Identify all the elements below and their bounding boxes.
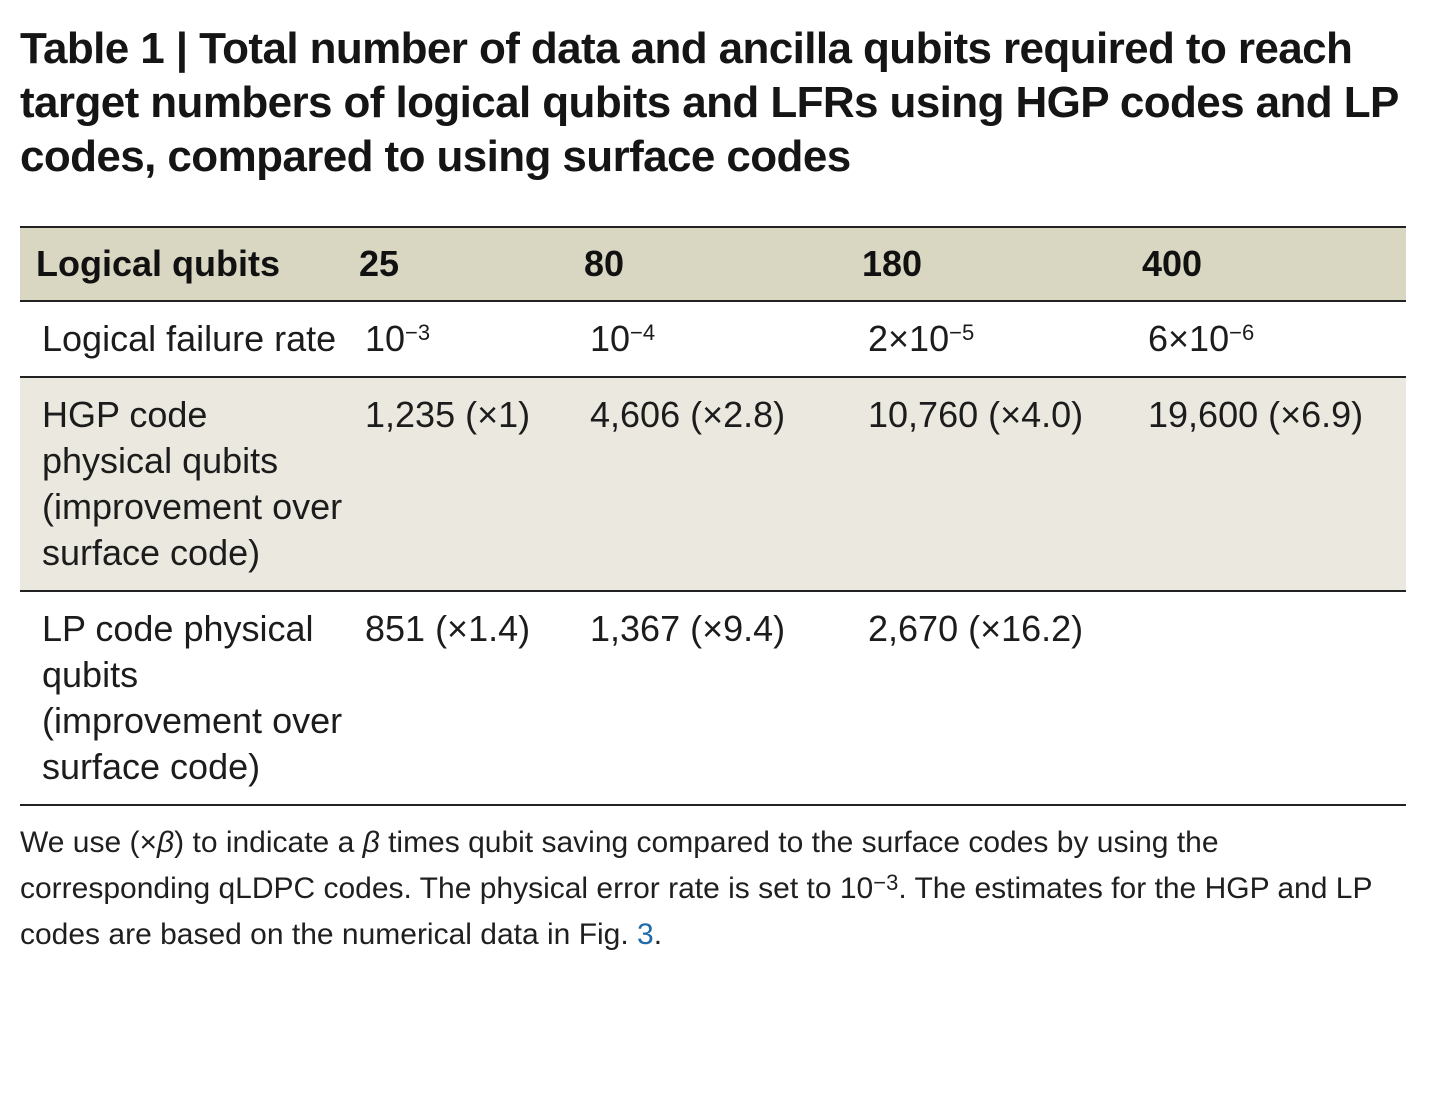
table-cell: 2,670 (×16.2)	[868, 608, 1084, 649]
header-400: 400	[1142, 243, 1203, 284]
header-logical-qubits: Logical qubits	[36, 243, 281, 284]
row-lp-code: LP code physical qubits (improvement ove…	[20, 591, 1406, 805]
table-cell: 1,367 (×9.4)	[590, 608, 786, 649]
table-cell: 10−3	[365, 318, 431, 359]
table-header-row: Logical qubits 25 80 180 400	[20, 227, 1406, 301]
table-cell: 19,600 (×6.9)	[1148, 394, 1364, 435]
table-cell	[1126, 591, 1406, 805]
table-title: Table 1 | Total number of data and ancil…	[20, 24, 1399, 181]
table-figure: Table 1 | Total number of data and ancil…	[20, 22, 1406, 958]
figure-3-link[interactable]: 3	[637, 918, 654, 951]
header-25: 25	[359, 243, 400, 284]
table-cell: 2×10−5	[868, 318, 975, 359]
table-cell: 10,760 (×4.0)	[868, 394, 1084, 435]
table-cell: 6×10−6	[1148, 318, 1255, 359]
table-cell: 4,606 (×2.8)	[590, 394, 786, 435]
table-cell: 1,235 (×1)	[365, 394, 531, 435]
row-label: Logical failure rate	[42, 318, 337, 359]
row-logical-failure-rate: Logical failure rate 10−3 10−4 2×10−5 6×…	[20, 301, 1406, 377]
table-cell: 851 (×1.4)	[365, 608, 531, 649]
header-80: 80	[584, 243, 625, 284]
qubit-table: Logical qubits 25 80 180 400 Logical fai…	[20, 226, 1406, 806]
table-cell: 10−4	[590, 318, 656, 359]
table-footnote: We use (×β) to indicate a β times qubit …	[20, 826, 1372, 951]
header-180: 180	[862, 243, 923, 284]
row-label: HGP code physical qubits (improvement ov…	[42, 394, 343, 573]
row-hgp-code: HGP code physical qubits (improvement ov…	[20, 377, 1406, 591]
row-label: LP code physical qubits (improvement ove…	[42, 608, 343, 787]
